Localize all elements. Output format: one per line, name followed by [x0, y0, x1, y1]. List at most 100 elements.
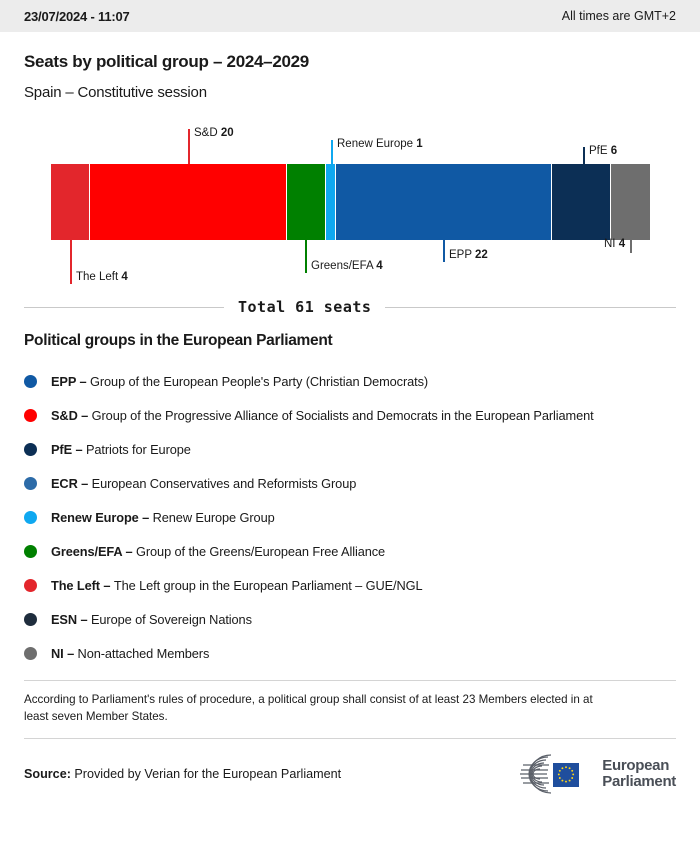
- bar-segment-greens-efa[interactable]: [286, 164, 326, 240]
- page-title: Seats by political group – 2024–2029: [24, 52, 309, 71]
- legend-desc-greens-efa: Group of the Greens/European Free Allian…: [136, 543, 386, 559]
- legend-desc-renew-europe: Renew Europe Group: [152, 509, 275, 525]
- legend-label-ecr: ECR – European Conservatives and Reformi…: [51, 476, 356, 491]
- legend-abbr-renew-europe: Renew Europe: [51, 509, 139, 525]
- legend-item-greens-efa[interactable]: Greens/EFA – Group of the Greens/Europea…: [24, 534, 676, 568]
- callout-leader-renew: [331, 140, 333, 164]
- legend-sep-pfe: –: [72, 441, 86, 457]
- timezone-note: All times are GMT+2: [561, 9, 676, 23]
- european-parliament-logo: European Parliament: [515, 753, 676, 795]
- timestamp: 23/07/2024 - 11:07: [24, 8, 130, 24]
- eu-stars-icon: [558, 766, 575, 783]
- total-seats-label: Total 61 seats: [238, 298, 372, 316]
- bar-segment-renew-europe[interactable]: [325, 164, 336, 240]
- legend-label-renew-europe: Renew Europe – Renew Europe Group: [51, 510, 275, 525]
- callout-label-the-left: The Left 4: [76, 271, 128, 283]
- bar-segment-the-left[interactable]: [51, 164, 91, 240]
- legend-abbr-pfe: PfE: [51, 441, 73, 457]
- legend-item-sd[interactable]: S&D – Group of the Progressive Alliance …: [24, 398, 676, 432]
- bar-segment-epp[interactable]: [335, 164, 552, 240]
- callout-label-pfe: PfE 6: [589, 145, 617, 157]
- legend-abbr-greens-efa: Greens/EFA: [51, 543, 123, 559]
- callout-label-renew: Renew Europe 1: [337, 138, 423, 150]
- callout-value-sd: 20: [220, 127, 234, 139]
- legend-dot-renew-europe: [24, 510, 37, 524]
- source-label: Source:: [24, 766, 71, 781]
- legend-desc-ecr: European Conservatives and Reformists Gr…: [91, 475, 357, 491]
- bar-segment-pfe[interactable]: [551, 164, 611, 240]
- legend-dot-epp: [24, 374, 37, 388]
- legend-item-epp[interactable]: EPP – Group of the European People's Par…: [24, 364, 676, 398]
- legend-title: Political groups in the European Parliam…: [24, 332, 333, 349]
- legend-sep-ecr: –: [77, 475, 92, 491]
- legend-desc-the-left: The Left group in the European Parliamen…: [113, 577, 423, 593]
- footnote-text: According to Parliament's rules of proce…: [24, 693, 593, 724]
- bar-segment-ni[interactable]: [610, 164, 650, 240]
- callout-name-ni: NI: [604, 238, 616, 250]
- legend-desc-epp: Group of the European People's Party (Ch…: [90, 373, 429, 389]
- logo-line-1: European: [602, 756, 670, 774]
- legend-label-the-left: The Left – The Left group in the Europea…: [51, 578, 423, 593]
- callout-value-epp: 22: [475, 249, 488, 261]
- callout-leader-greens: [305, 240, 307, 273]
- hemicycle-icon: [520, 754, 580, 794]
- legend-abbr-ni: NI: [51, 645, 64, 661]
- divider-right: [385, 306, 676, 308]
- callout-value-ni: 4: [618, 238, 626, 250]
- legend-sep-epp: –: [76, 373, 91, 389]
- legend-abbr-epp: EPP: [51, 373, 77, 389]
- divider-left: [24, 306, 224, 308]
- callout-value-renew: 1: [416, 138, 423, 150]
- page-subtitle: Spain – Constitutive session: [24, 84, 207, 101]
- legend-label-greens-efa: Greens/EFA – Group of the Greens/Europea…: [51, 544, 385, 559]
- legend-item-ecr[interactable]: ECR – European Conservatives and Reformi…: [24, 466, 676, 500]
- source-row: Source: Provided by Verian for the Europ…: [0, 739, 700, 795]
- callout-value-the-left: 4: [121, 271, 128, 283]
- source-value: Provided by Verian for the European Parl…: [70, 766, 342, 781]
- stacked-bar: [51, 164, 650, 240]
- legend-dot-ni: [24, 646, 37, 660]
- legend-label-epp: EPP – Group of the European People's Par…: [51, 374, 428, 389]
- callout-leader-pfe: [583, 147, 585, 164]
- legend-sep-sd: –: [77, 407, 92, 423]
- legend-label-esn: ESN – Europe of Sovereign Nations: [51, 612, 252, 627]
- callout-leader-epp: [443, 240, 445, 262]
- legend-label-pfe: PfE – Patriots for Europe: [51, 442, 191, 457]
- callout-label-ni: NI 4: [604, 238, 625, 250]
- legend: Political groups in the European Parliam…: [0, 332, 700, 670]
- legend-sep-the-left: –: [99, 577, 114, 593]
- footnote-divider-bottom: [24, 737, 676, 739]
- legend-abbr-ecr: ECR: [51, 475, 78, 491]
- legend-dot-the-left: [24, 578, 37, 592]
- callout-name-epp: EPP: [449, 249, 472, 261]
- callout-leader-ni: [630, 240, 632, 253]
- legend-abbr-the-left: The Left: [51, 577, 100, 593]
- legend-sep-esn: –: [77, 611, 91, 627]
- legend-item-esn[interactable]: ESN – Europe of Sovereign Nations: [24, 602, 676, 636]
- footnote-divider-top: [24, 680, 676, 681]
- callout-name-pfe: PfE: [589, 145, 608, 157]
- logo-wordmark: European Parliament: [602, 756, 676, 790]
- callout-name-greens: Greens/EFA: [311, 260, 374, 272]
- bar-segment-sd[interactable]: [90, 164, 287, 240]
- legend-dot-esn: [24, 612, 37, 626]
- callout-name-the-left: The Left: [76, 271, 119, 283]
- legend-sep-renew-europe: –: [138, 509, 153, 525]
- legend-abbr-esn: ESN: [51, 611, 78, 627]
- callout-label-sd: S&D 20: [194, 127, 234, 139]
- callout-label-greens: Greens/EFA 4: [311, 260, 383, 272]
- legend-sep-greens-efa: –: [122, 543, 137, 559]
- callout-name-renew: Renew Europe: [337, 138, 414, 150]
- legend-dot-sd: [24, 408, 37, 422]
- callout-value-pfe: 6: [610, 145, 618, 157]
- callout-leader-the-left: [70, 240, 72, 284]
- legend-dot-greens-efa: [24, 544, 37, 558]
- callout-name-sd: S&D: [194, 127, 218, 139]
- legend-desc-sd: Group of the Progressive Alliance of Soc…: [91, 407, 594, 423]
- legend-item-the-left[interactable]: The Left – The Left group in the Europea…: [24, 568, 676, 602]
- legend-dot-ecr: [24, 476, 37, 490]
- legend-item-ni[interactable]: NI – Non-attached Members: [24, 636, 676, 670]
- total-seats-divider: Total 61 seats: [0, 298, 700, 316]
- legend-item-pfe[interactable]: PfE – Patriots for Europe: [24, 432, 676, 466]
- legend-item-renew-europe[interactable]: Renew Europe – Renew Europe Group: [24, 500, 676, 534]
